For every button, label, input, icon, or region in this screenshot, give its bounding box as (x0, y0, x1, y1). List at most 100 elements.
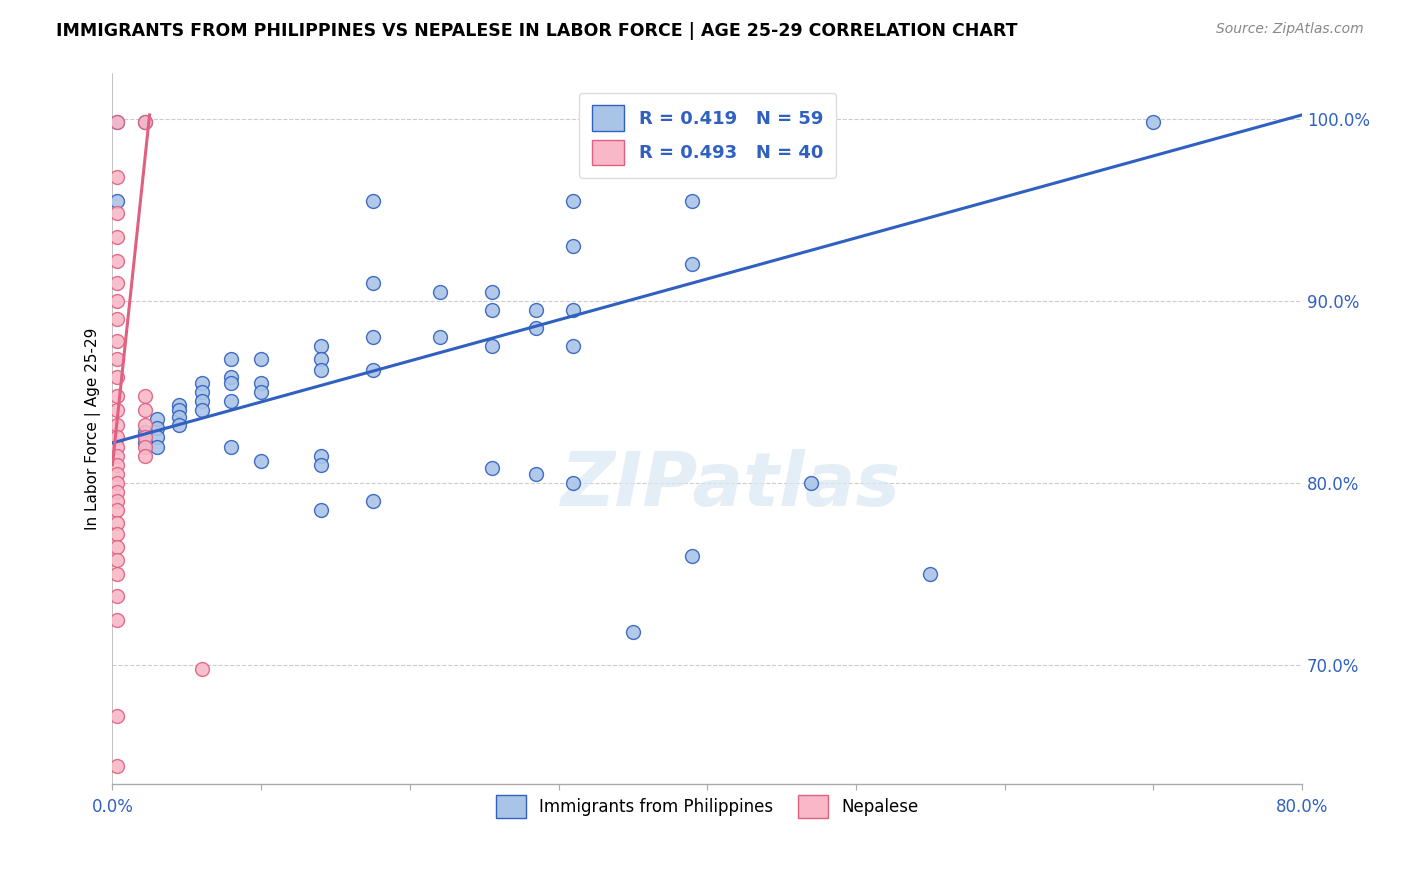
Point (105, 458, 128, 472)
Y-axis label: In Labor Force | Age 25-29: In Labor Force | Age 25-29 (86, 327, 101, 530)
Point (481, 339, 503, 353)
Point (134, 449, 156, 463)
Point (562, 339, 585, 353)
Point (105, 403, 128, 417)
Point (146, 430, 169, 444)
Point (105, 276, 128, 290)
Point (1142, 115, 1164, 129)
Point (250, 376, 273, 390)
Point (105, 115, 128, 129)
Point (134, 436, 156, 450)
Point (105, 430, 128, 444)
Point (105, 540, 128, 554)
Point (134, 115, 156, 129)
Point (481, 302, 503, 317)
Point (105, 230, 128, 244)
Point (309, 352, 332, 367)
Point (105, 527, 128, 541)
Point (134, 417, 156, 432)
Point (562, 476, 585, 491)
Point (429, 330, 451, 344)
Point (105, 589, 128, 603)
Point (361, 330, 384, 344)
Point (105, 115, 128, 129)
Point (221, 370, 243, 384)
Point (105, 476, 128, 491)
Point (105, 334, 128, 348)
Point (105, 613, 128, 627)
Point (105, 293, 128, 308)
Point (105, 370, 128, 384)
Point (681, 257, 703, 271)
Point (190, 403, 212, 417)
Point (250, 352, 273, 367)
Point (309, 339, 332, 353)
Text: Source: ZipAtlas.com: Source: ZipAtlas.com (1216, 22, 1364, 37)
Point (105, 552, 128, 566)
Text: 80.0%: 80.0% (1275, 798, 1329, 816)
Point (562, 302, 585, 317)
Point (221, 440, 243, 454)
Point (105, 253, 128, 268)
Point (105, 494, 128, 508)
Point (309, 458, 332, 472)
Point (920, 567, 942, 582)
Point (105, 417, 128, 432)
Point (681, 194, 703, 208)
Point (105, 440, 128, 454)
Point (134, 430, 156, 444)
Point (134, 440, 156, 454)
Point (105, 312, 128, 326)
Point (146, 440, 169, 454)
Point (621, 625, 644, 640)
Point (134, 388, 156, 402)
Point (146, 421, 169, 435)
Point (250, 384, 273, 399)
Point (105, 516, 128, 530)
Point (105, 206, 128, 220)
Point (524, 321, 547, 335)
Point (105, 352, 128, 367)
Point (524, 302, 547, 317)
Point (105, 449, 128, 463)
Point (169, 417, 191, 432)
Point (190, 662, 212, 676)
Point (681, 549, 703, 563)
Point (105, 503, 128, 517)
Point (429, 285, 451, 299)
Point (221, 394, 243, 409)
Point (562, 239, 585, 253)
Point (169, 398, 191, 412)
Point (309, 449, 332, 463)
Point (361, 494, 384, 508)
Text: ZIPatlas: ZIPatlas (561, 449, 901, 522)
Point (105, 709, 128, 723)
Point (190, 376, 212, 390)
Point (105, 169, 128, 184)
Point (105, 388, 128, 402)
Point (221, 376, 243, 390)
Point (361, 276, 384, 290)
Point (105, 758, 128, 772)
Point (134, 425, 156, 439)
Point (309, 503, 332, 517)
Point (481, 461, 503, 475)
Point (361, 194, 384, 208)
Point (481, 285, 503, 299)
Point (169, 403, 191, 417)
Legend: Immigrants from Philippines, Nepalese: Immigrants from Philippines, Nepalese (489, 789, 925, 825)
Point (105, 567, 128, 582)
Point (105, 467, 128, 481)
Point (221, 352, 243, 367)
Point (105, 485, 128, 500)
Point (250, 454, 273, 468)
Point (134, 403, 156, 417)
Point (190, 394, 212, 409)
Point (169, 410, 191, 425)
Point (146, 412, 169, 426)
Point (134, 430, 156, 444)
Point (562, 194, 585, 208)
Point (524, 467, 547, 481)
Point (190, 384, 212, 399)
Text: 0.0%: 0.0% (91, 798, 134, 816)
